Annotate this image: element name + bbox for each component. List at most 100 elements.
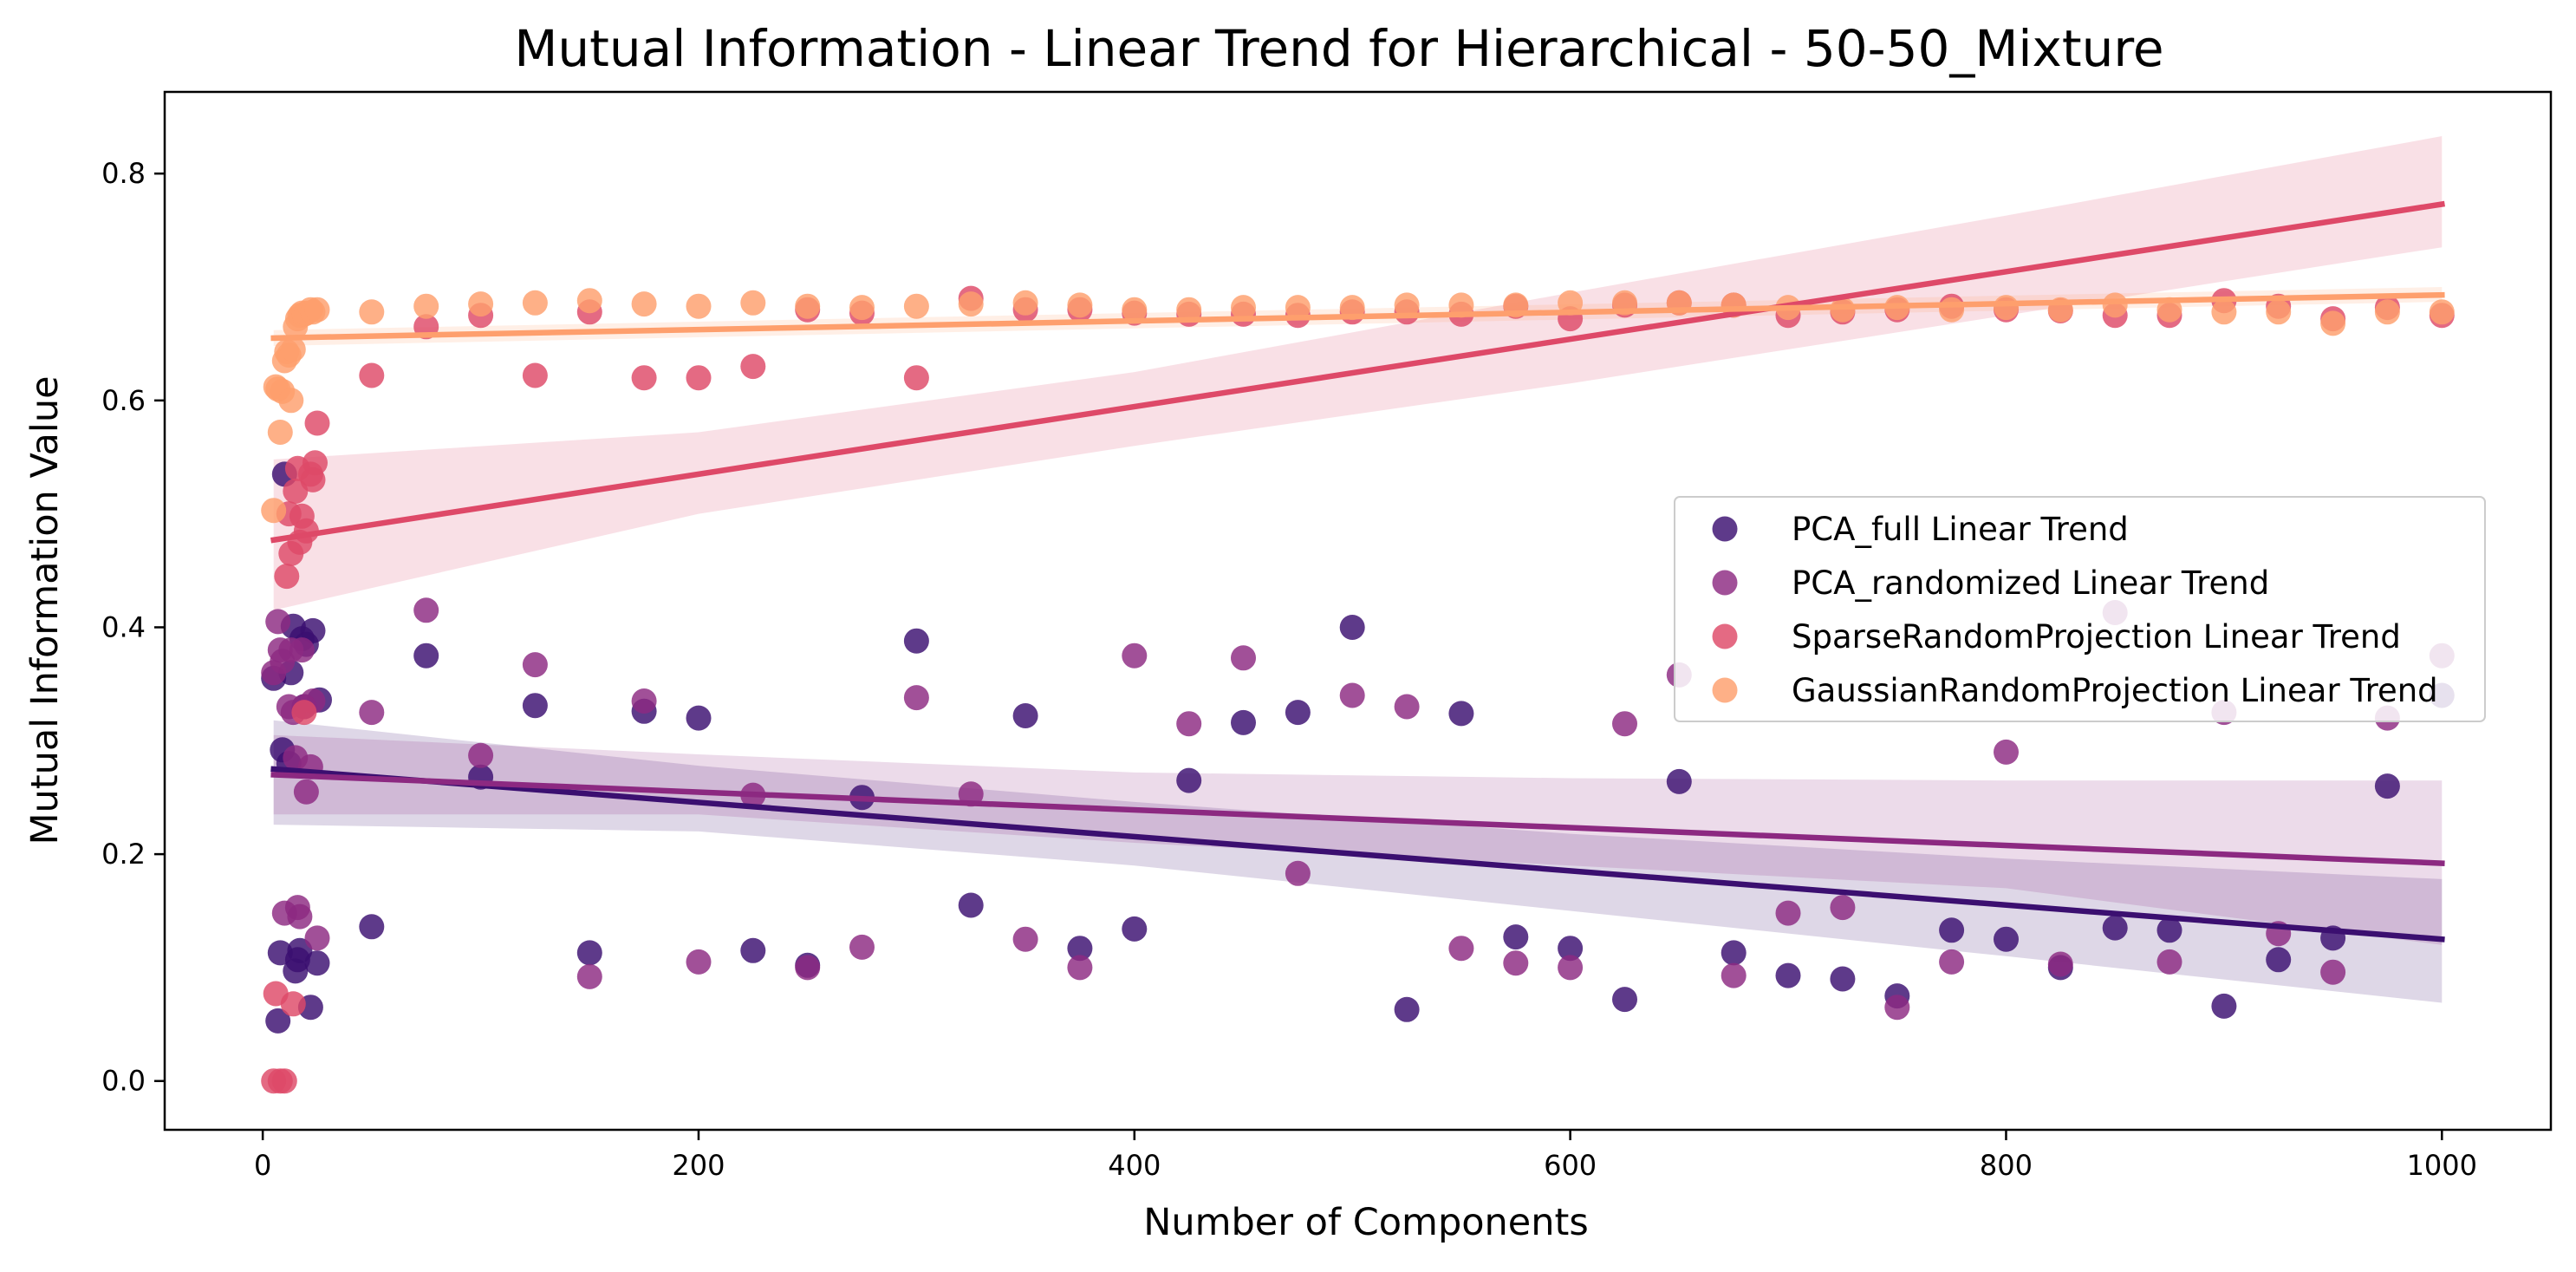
data-point (2156, 949, 2182, 975)
data-point (2320, 959, 2346, 985)
x-tick-label: 600 (1544, 1149, 1597, 1182)
legend-label: SparseRandomProjection Linear Trend (1792, 618, 2401, 656)
data-point (2047, 951, 2073, 977)
x-axis-label: Number of Components (1143, 1201, 1589, 1244)
data-point (631, 688, 657, 714)
data-point (1394, 694, 1420, 720)
data-point (413, 643, 439, 669)
trend-line-2 (270, 200, 2446, 544)
chart-title: Mutual Information - Linear Trend for Hi… (514, 19, 2163, 78)
data-point (291, 700, 317, 726)
x-tick-label: 800 (1980, 1149, 2033, 1182)
data-point (686, 705, 712, 731)
data-point (849, 295, 875, 321)
data-point (1775, 962, 1801, 988)
data-point (359, 914, 385, 940)
data-point (740, 290, 766, 316)
y-tick-label: 0.8 (101, 157, 146, 190)
data-point (576, 963, 602, 989)
data-point (2156, 297, 2182, 323)
data-point (287, 903, 313, 930)
data-point (795, 955, 821, 981)
data-point (1994, 295, 2019, 321)
data-point (2102, 292, 2128, 318)
trend-line-3 (270, 291, 2445, 342)
data-point (2156, 917, 2182, 943)
data-point (1503, 950, 1529, 976)
data-point (1448, 292, 1474, 318)
y-axis: 0.0 0.2 0.4 0.6 0.8 (101, 157, 165, 1098)
trend-line-1 (270, 772, 2445, 866)
data-point (903, 628, 929, 654)
data-point (265, 609, 291, 635)
data-point (1448, 701, 1474, 727)
data-point (1012, 290, 1038, 316)
data-point (740, 937, 766, 963)
data-point (278, 388, 304, 414)
data-point (265, 1008, 291, 1034)
data-point (686, 949, 712, 975)
legend-marker (1712, 570, 1738, 596)
data-point (1285, 295, 1311, 321)
data-point (304, 950, 330, 976)
data-point (1067, 936, 1093, 962)
x-tick-label: 1000 (2407, 1149, 2477, 1182)
data-point (2211, 993, 2237, 1019)
data-point (522, 362, 548, 388)
plot-frame (163, 90, 2553, 1132)
data-point (1067, 292, 1093, 318)
data-point (2374, 299, 2400, 325)
data-point (522, 290, 548, 316)
x-axis: 0 200 400 600 800 1000 (254, 1130, 2477, 1182)
data-point (1612, 987, 1637, 1013)
data-point (903, 293, 929, 319)
data-point (261, 498, 287, 524)
data-point (289, 637, 315, 663)
data-point (1339, 615, 1365, 640)
data-point (1231, 295, 1256, 321)
legend-label: GaussianRandomProjection Linear Trend (1792, 672, 2438, 709)
y-axis-label: Mutual Information Value (23, 375, 67, 845)
data-point (1285, 700, 1311, 726)
data-point (686, 293, 712, 319)
data-point (522, 693, 548, 719)
data-point (631, 365, 657, 391)
plot-area (163, 90, 2553, 1132)
data-point (576, 940, 602, 966)
y-tick-label: 0.6 (101, 384, 146, 417)
data-point (1884, 995, 1910, 1021)
legend-label: PCA_full Linear Trend (1792, 511, 2129, 548)
scatter-points (261, 285, 2455, 1094)
data-point (2102, 915, 2128, 941)
data-point (280, 336, 306, 362)
y-tick-label: 0.2 (101, 838, 146, 871)
data-point (795, 293, 821, 319)
data-point (359, 299, 385, 325)
data-point (293, 779, 319, 805)
data-point (359, 362, 385, 388)
trend-line-0 (270, 766, 2445, 943)
data-point (1176, 767, 1202, 793)
data-point (1176, 711, 1202, 737)
data-point (522, 652, 548, 678)
data-point (1012, 703, 1038, 728)
data-point (740, 354, 766, 380)
data-point (631, 291, 657, 317)
data-point (1067, 955, 1093, 981)
data-point (1994, 926, 2019, 952)
data-point (1285, 860, 1311, 886)
data-point (2320, 310, 2346, 336)
data-point (468, 742, 494, 768)
x-tick-label: 200 (672, 1149, 725, 1182)
data-point (267, 420, 293, 445)
data-point (958, 291, 984, 317)
data-point (302, 450, 328, 476)
data-point (849, 934, 875, 960)
data-point (2211, 299, 2237, 325)
legend-box (1674, 496, 2486, 722)
data-point (1176, 297, 1202, 323)
data-point (280, 991, 306, 1017)
data-point (413, 597, 439, 623)
data-point (1394, 292, 1420, 318)
